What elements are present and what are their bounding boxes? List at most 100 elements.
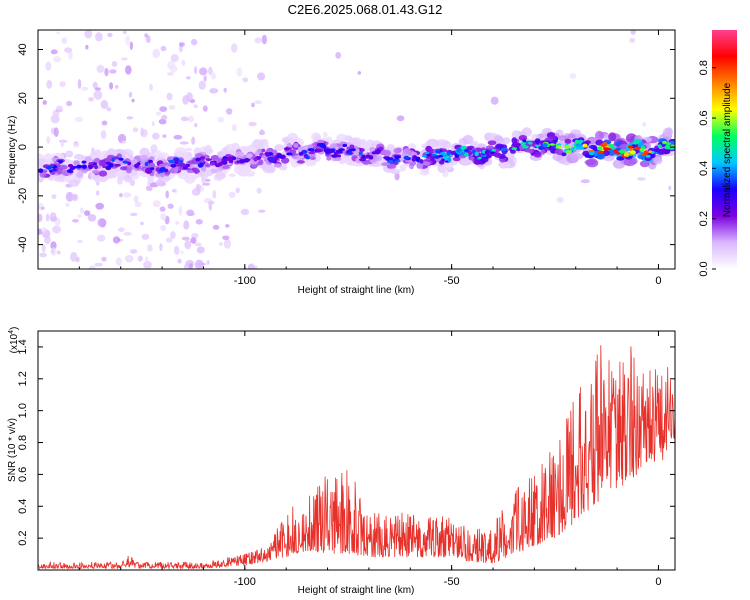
heatmap-speckle xyxy=(253,265,258,269)
heatmap-speckle xyxy=(170,231,176,240)
heatmap-cell xyxy=(264,151,270,156)
heatmap-cell xyxy=(447,157,452,163)
heatmap-cell xyxy=(511,142,521,147)
heatmap-speckle xyxy=(166,92,173,101)
heatmap-speckle xyxy=(143,261,152,269)
heatmap-cell xyxy=(540,149,546,155)
heatmap-speckle xyxy=(222,235,230,241)
heatmap-cell xyxy=(473,159,481,165)
heatmap-cell xyxy=(474,151,479,157)
heatmap-speckle xyxy=(111,61,118,67)
heatmap-speckle xyxy=(206,69,214,73)
heatmap-speckle xyxy=(223,87,227,93)
heatmap-speckle xyxy=(182,95,189,105)
snr-y-axis-title: SNR (10 * v/v) xyxy=(7,418,18,482)
heatmap-speckle xyxy=(152,48,160,59)
spectrogram-x-tick-label: -50 xyxy=(444,275,460,287)
heatmap-cell xyxy=(114,156,118,160)
heatmap-speckle xyxy=(186,209,195,217)
heatmap-cell xyxy=(323,149,331,153)
heatmap-speckle xyxy=(64,47,73,53)
heatmap-cell xyxy=(305,160,317,167)
heatmap-cell xyxy=(578,139,584,144)
heatmap-cell xyxy=(619,149,625,154)
heatmap-cell xyxy=(197,163,204,168)
heatmap-cell xyxy=(485,145,495,150)
heatmap-cell xyxy=(148,162,156,169)
snr-x-axis-title: Height of straight line (km) xyxy=(298,585,415,596)
heatmap-speckle xyxy=(202,105,208,112)
heatmap-speckle xyxy=(190,38,198,46)
heatmap-cell xyxy=(244,170,256,177)
heatmap-speckle xyxy=(94,262,103,267)
heatmap-cell xyxy=(456,148,461,153)
heatmap-cell xyxy=(518,135,528,141)
heatmap-cell xyxy=(388,163,397,169)
heatmap-cell xyxy=(574,139,580,144)
heatmap-cell xyxy=(596,152,605,160)
heatmap-cell xyxy=(602,142,608,146)
heatmap-speckle xyxy=(126,116,134,120)
heatmap-speckle xyxy=(107,32,113,38)
heatmap-cell xyxy=(608,143,614,148)
colorbar-tick-label: 0.4 xyxy=(698,161,710,176)
heatmap-speckle xyxy=(165,237,173,243)
heatmap-cell xyxy=(394,155,402,159)
heatmap-speckle xyxy=(129,41,133,50)
heatmap-speckle xyxy=(240,208,250,216)
heatmap-cell xyxy=(98,159,105,167)
heatmap-cell xyxy=(538,146,544,150)
heatmap-cell xyxy=(91,170,100,174)
heatmap-cell xyxy=(376,155,382,162)
spectrogram-y-tick-label: 0 xyxy=(17,144,29,150)
heatmap-cell xyxy=(346,146,351,150)
heatmap-cell xyxy=(45,165,52,170)
heatmap-cell xyxy=(403,155,410,160)
heatmap-speckle xyxy=(56,31,61,35)
heatmap-speckle xyxy=(87,214,97,222)
heatmap-cell xyxy=(76,164,83,169)
heatmap-speckle xyxy=(40,206,45,210)
heatmap-cell xyxy=(185,163,191,168)
heatmap-speckle xyxy=(84,30,93,39)
heatmap-speckle xyxy=(193,104,198,108)
heatmap-cell xyxy=(222,165,231,170)
heatmap-speckle xyxy=(396,115,405,122)
heatmap-cell xyxy=(307,144,314,150)
heatmap-cell xyxy=(170,163,177,168)
heatmap-speckle xyxy=(131,98,135,103)
heatmap-speckle xyxy=(147,244,153,252)
heatmap-speckle xyxy=(65,202,70,207)
heatmap-speckle xyxy=(642,121,647,127)
heatmap-speckle xyxy=(223,239,231,249)
heatmap-speckle xyxy=(556,196,564,203)
heatmap-speckle xyxy=(160,213,167,221)
heatmap-speckle xyxy=(199,67,208,76)
heatmap-speckle xyxy=(96,234,106,242)
heatmap-cell xyxy=(426,153,431,157)
heatmap-speckle xyxy=(203,75,207,82)
heatmap-cell xyxy=(194,161,200,165)
snr-multiplier-exponent: 4 xyxy=(8,330,15,334)
heatmap-cell xyxy=(244,158,251,162)
heatmap-speckle xyxy=(70,252,78,262)
heatmap-speckle xyxy=(137,255,143,262)
heatmap-cell xyxy=(94,164,98,170)
heatmap-cell xyxy=(597,146,603,151)
heatmap-cell xyxy=(256,156,261,160)
heatmap-speckle xyxy=(114,84,119,89)
heatmap-cell xyxy=(416,162,423,169)
heatmap-cell xyxy=(195,157,201,162)
heatmap-speckle xyxy=(188,263,193,269)
heatmap-speckle xyxy=(53,56,62,63)
heatmap-cell xyxy=(446,152,451,156)
heatmap-cell xyxy=(293,143,299,148)
heatmap-speckle xyxy=(125,65,132,75)
colorbar-tick-label: 0.6 xyxy=(698,110,710,125)
heatmap-speckle xyxy=(130,212,138,217)
heatmap-cell xyxy=(57,160,64,163)
heatmap-cell xyxy=(38,168,44,173)
heatmap-cell xyxy=(298,152,304,156)
colorbar-tick-label: 0.2 xyxy=(698,211,710,226)
heatmap-speckle xyxy=(152,132,160,140)
